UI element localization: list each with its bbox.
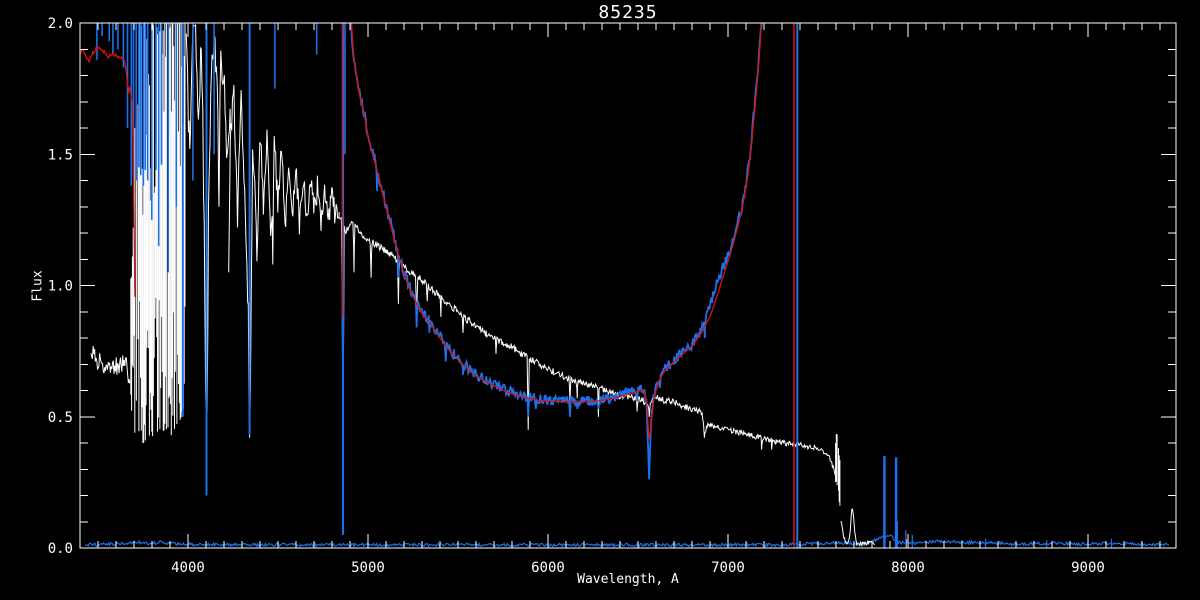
- series-observed-spectrum-peaks: [185, 23, 231, 430]
- x-tick-label: 5000: [351, 560, 385, 576]
- x-tick-label: 6000: [531, 560, 565, 576]
- y-tick-label: 1.0: [48, 279, 73, 295]
- series-layer: [80, 23, 1170, 548]
- x-tick-label: 7000: [711, 560, 745, 576]
- spectrum-path: [698, 409, 838, 480]
- spectrum-path: [840, 508, 876, 548]
- series-observed-spectrum-red-region: [698, 409, 838, 480]
- series-model-blue-balmer-lines: [96, 23, 346, 535]
- axes: [79, 22, 1177, 549]
- x-tick-label: 4000: [171, 560, 205, 576]
- series-observed-spectrum-aband-head: [835, 434, 841, 506]
- series-residual-baseline: [84, 534, 1170, 548]
- tick-labels: 4000 5000 6000 7000 8000 9000 0.0 0.5 1.0 1.5 2.0: [48, 16, 1105, 576]
- y-axis-label: Flux: [30, 270, 46, 302]
- plot-frame: [79, 22, 1177, 549]
- y-tick-label: 2.0: [48, 16, 73, 32]
- spectrum-path: [228, 84, 340, 438]
- spectrum-path: [90, 345, 131, 385]
- y-tick-label: 0.0: [48, 541, 73, 557]
- series-model-blue-curve: [350, 23, 763, 480]
- series-model-red-curve: [350, 23, 762, 439]
- spectrum-path: [350, 23, 762, 439]
- spectrum-path: [84, 534, 1170, 548]
- series-observed-spectrum-blue-region: [228, 84, 340, 438]
- spectrum-path: [80, 45, 136, 297]
- series-residual-spikes: [883, 456, 1113, 548]
- spectrum-path: [185, 23, 231, 430]
- x-axis-label: Wavelength, A: [577, 572, 679, 587]
- x-tick-label: 8000: [891, 560, 925, 576]
- y-tick-label: 0.5: [48, 410, 73, 426]
- series-observed-spectrum-aband-tail: [840, 508, 876, 548]
- y-tick-label: 1.5: [48, 147, 73, 163]
- plot-title: 85235: [598, 2, 658, 23]
- x-tick-label: 9000: [1071, 560, 1105, 576]
- spectrum-path: [338, 216, 700, 444]
- series-model-red-uv: [80, 45, 136, 297]
- series-observed-spectrum-uv: [90, 345, 131, 385]
- series-observed-spectrum-main: [338, 216, 700, 444]
- spectrum-path: [350, 23, 763, 480]
